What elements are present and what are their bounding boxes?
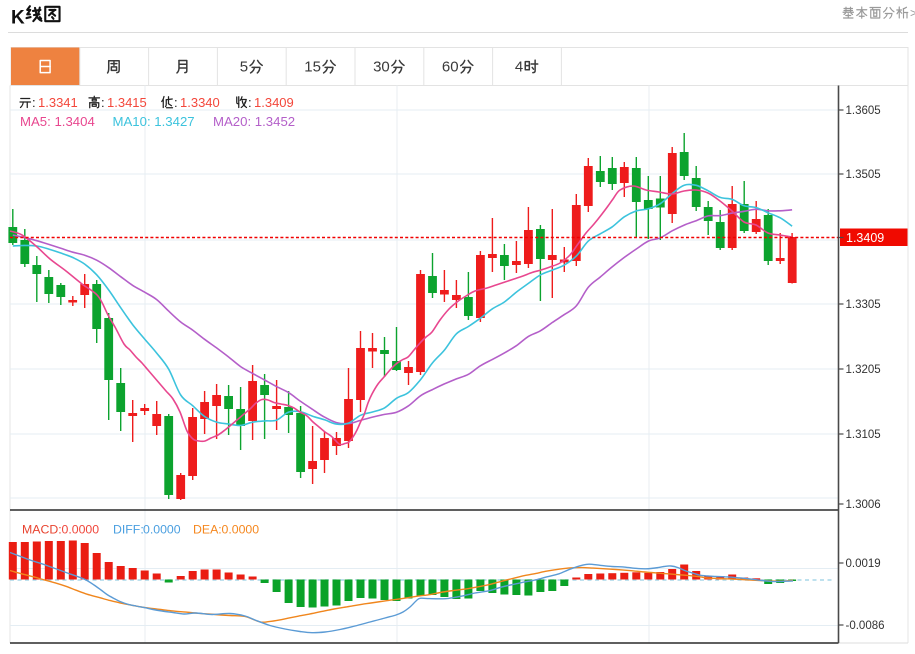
- svg-text:4: 4: [515, 59, 523, 76]
- svg-text:0.0000: 0.0000: [222, 523, 260, 537]
- svg-text:0.0019: 0.0019: [846, 558, 881, 570]
- svg-text:5: 5: [240, 59, 248, 76]
- svg-text:1.3415: 1.3415: [107, 95, 147, 110]
- svg-text:MACD:: MACD:: [22, 523, 62, 537]
- svg-text:1.3105: 1.3105: [846, 429, 881, 441]
- svg-text:1.3409: 1.3409: [254, 95, 294, 110]
- svg-text::: :: [32, 95, 36, 110]
- svg-text:1.3341: 1.3341: [38, 95, 78, 110]
- svg-text:15: 15: [304, 59, 321, 76]
- svg-text:>: >: [910, 6, 915, 20]
- svg-text:1.3305: 1.3305: [846, 299, 881, 311]
- svg-text:1.3605: 1.3605: [846, 105, 881, 117]
- svg-text:1.3340: 1.3340: [180, 95, 220, 110]
- svg-text:1.3006: 1.3006: [846, 499, 881, 511]
- svg-text:K: K: [11, 8, 25, 29]
- svg-text:1.3409: 1.3409: [846, 231, 884, 245]
- svg-text:MA20: 1.3452: MA20: 1.3452: [213, 114, 295, 129]
- svg-text::: :: [174, 95, 178, 110]
- svg-text::: :: [248, 95, 252, 110]
- svg-text:0.0000: 0.0000: [62, 523, 100, 537]
- svg-text:MA10: 1.3427: MA10: 1.3427: [113, 114, 195, 129]
- svg-text:DIFF:: DIFF:: [113, 523, 144, 537]
- svg-text:MA5: 1.3404: MA5: 1.3404: [20, 114, 95, 129]
- svg-text:30: 30: [373, 59, 390, 76]
- svg-text:60: 60: [442, 59, 459, 76]
- svg-text::: :: [101, 95, 105, 110]
- svg-text:0.0000: 0.0000: [143, 523, 181, 537]
- svg-text:1.3205: 1.3205: [846, 364, 881, 376]
- svg-text:DEA:: DEA:: [193, 523, 222, 537]
- svg-text:-0.0086: -0.0086: [846, 620, 885, 632]
- svg-text:1.3505: 1.3505: [846, 169, 881, 181]
